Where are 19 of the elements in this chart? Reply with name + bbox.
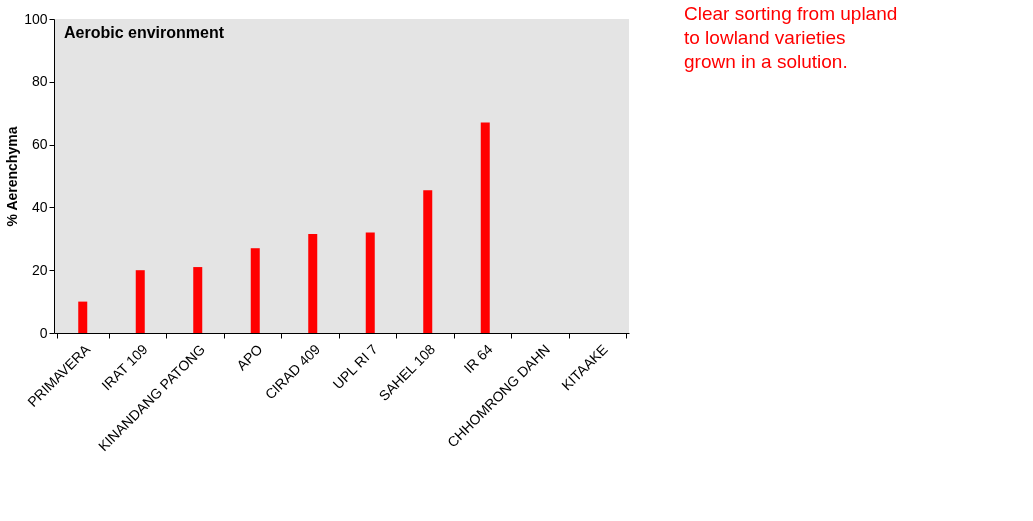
y-tick-label: 40 — [31, 198, 48, 215]
y-axis-title: % Aerenchyma — [4, 126, 21, 227]
bar — [480, 122, 490, 333]
y-tick-label: 20 — [31, 261, 48, 278]
bar — [308, 234, 318, 333]
x-tick-label: IR 64 — [460, 340, 496, 377]
bar — [250, 248, 260, 333]
bar — [365, 232, 375, 333]
bar — [135, 270, 145, 333]
chart-title: Aerobic environment — [64, 24, 225, 41]
text: Clear sorting from upland to lowland varieties grown in a solution. — [684, 3, 898, 72]
y-tick-label: 80 — [31, 73, 48, 90]
bar — [193, 267, 203, 333]
y-tick-label: 60 — [31, 136, 48, 153]
x-tick-label: UPL RI 7 — [329, 340, 381, 393]
y-tick-label: 100 — [24, 10, 48, 27]
bar — [78, 301, 88, 333]
bar — [423, 190, 433, 333]
y-tick-label: 0 — [39, 324, 48, 341]
